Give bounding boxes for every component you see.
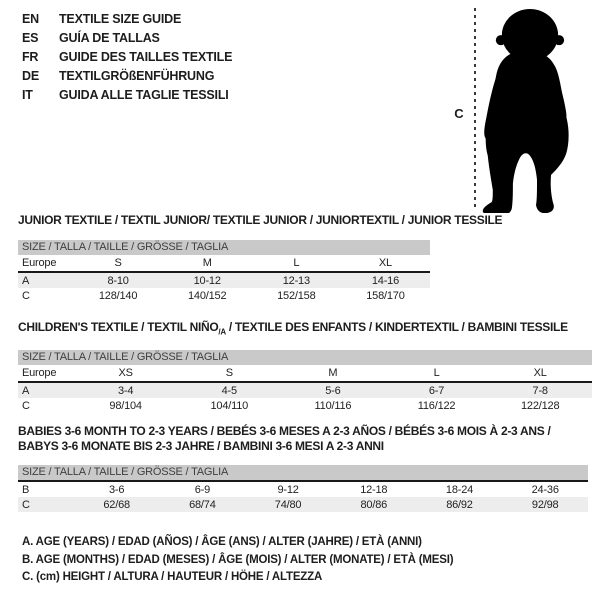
table-title-text: / TEXTILE DES ENFANTS / KINDERTEXTIL / B…	[225, 320, 568, 334]
table-title-text: CHILDREN'S TEXTILE / TEXTIL NIÑO	[18, 320, 219, 334]
table-cell: 68/74	[189, 498, 216, 511]
language-code: FR	[22, 50, 39, 64]
column-header: L	[433, 367, 440, 380]
table-cell: 86/92	[446, 498, 473, 511]
column-header: M	[328, 367, 338, 380]
legend-footnotes: A. AGE (YEARS) / EDAD (AÑOS) / ÂGE (ANS)…	[22, 534, 454, 587]
table-cell: 74/80	[274, 498, 302, 511]
column-header: XS	[118, 367, 133, 380]
table-cell: 62/68	[103, 498, 130, 511]
table-cell: 12-18	[360, 483, 388, 496]
list-item: EN TEXTILE SIZE GUIDE	[22, 10, 232, 29]
column-header: S	[114, 257, 122, 269]
column-header: L	[293, 257, 300, 269]
language-title: GUIDA ALLE TAGLIE TESSILI	[59, 88, 229, 102]
language-list: EN TEXTILE SIZE GUIDE ES GUÍA DE TALLAS …	[22, 10, 232, 105]
table-row: C 62/68 68/74 74/80 80/86 86/92 92/98	[18, 497, 588, 512]
size-header-bar: SIZE / TALLA / TAILLE / GRÖSSE / TAGLIA	[18, 350, 592, 366]
row-label: A	[22, 274, 30, 287]
table-cell: 140/152	[188, 289, 227, 302]
junior-textile-table: JUNIOR TEXTILE / TEXTIL JUNIOR/ TEXTILE …	[18, 213, 503, 303]
table-cell: 122/128	[521, 399, 560, 412]
table-cell: 8-10	[107, 274, 129, 287]
table-cell: 152/158	[277, 289, 316, 302]
table-cell: 116/122	[417, 399, 456, 412]
measure-label-c: C	[454, 106, 464, 121]
column-header: Europe	[22, 367, 57, 380]
table-cell: 6-9	[194, 483, 211, 496]
table-cell: 24-36	[531, 483, 559, 496]
size-header-bar: SIZE / TALLA / TAILLE / GRÖSSE / TAGLIA	[18, 240, 430, 255]
table-cell: 98/104	[109, 399, 142, 412]
table-cell: 158/170	[366, 289, 405, 302]
table-cell: 9-12	[277, 483, 299, 496]
table-cell: 6-7	[428, 384, 445, 397]
list-item: IT GUIDA ALLE TAGLIE TESSILI	[22, 86, 232, 105]
baby-silhouette-icon	[482, 9, 569, 213]
table-title: BABIES 3-6 MONTH TO 2-3 YEARS / BEBÉS 3-…	[18, 424, 551, 438]
table-cell: 3-4	[117, 384, 134, 397]
language-title: TEXTILE SIZE GUIDE	[59, 12, 182, 26]
row-label: A	[22, 384, 30, 397]
table-cell: 104/110	[210, 399, 249, 412]
language-code: ES	[22, 31, 39, 45]
language-title: GUÍA DE TALLAS	[59, 31, 160, 45]
list-item: ES GUÍA DE TALLAS	[22, 29, 232, 48]
row-label: B	[22, 483, 30, 496]
row-label: C	[22, 399, 30, 412]
table-row: C 98/104 104/110 110/116 116/122 122/128	[18, 398, 592, 413]
table-cell: 128/140	[98, 289, 138, 302]
column-header: XL	[533, 367, 547, 380]
table-cell: 14-16	[371, 274, 399, 287]
table-cell: 12-13	[282, 274, 310, 287]
list-item: FR GUIDE DES TAILLES TEXTILE	[22, 48, 232, 67]
babies-textile-table: BABIES 3-6 MONTH TO 2-3 YEARS / BEBÉS 3-…	[18, 424, 588, 512]
table-title: JUNIOR TEXTILE / TEXTIL JUNIOR/ TEXTILE …	[18, 213, 503, 227]
row-label: C	[22, 289, 30, 302]
table-row: A 3-4 4-5 5-6 6-7 7-8	[18, 383, 592, 399]
table-title: CHILDREN'S TEXTILE / TEXTIL NIÑO/A / TEX…	[18, 320, 592, 336]
table-cell: 110/116	[314, 399, 352, 412]
footnote-a: A. AGE (YEARS) / EDAD (AÑOS) / ÂGE (ANS)…	[22, 536, 422, 548]
table-cell: 10-12	[193, 274, 221, 287]
column-header-row: Europe S M L XL	[18, 255, 430, 273]
table-row: A 8-10 10-12 12-13 14-16	[18, 273, 430, 288]
footnote-c: C. (cm) HEIGHT / ALTURA / HAUTEUR / HÖHE…	[22, 571, 323, 583]
table-row: B 3-6 6-9 9-12 12-18 18-24 24-36	[18, 482, 588, 497]
table-row: C 128/140 140/152 152/158 158/170	[18, 288, 430, 303]
language-code: EN	[22, 12, 39, 26]
language-title: TEXTILGRÖßENFÜHRUNG	[59, 69, 215, 83]
table-cell: 18-24	[445, 483, 474, 496]
table-cell: 5-6	[325, 384, 341, 397]
column-header: M	[202, 257, 212, 269]
language-code: IT	[22, 88, 33, 102]
table-cell: 4-5	[221, 384, 238, 397]
table-cell: 7-8	[532, 384, 549, 397]
column-header: S	[225, 367, 233, 380]
language-title: GUIDE DES TAILLES TEXTILE	[59, 50, 233, 64]
table-title-line2: BABYS 3-6 MONATE BIS 2-3 JAHRE / BAMBINI…	[18, 439, 384, 453]
table-cell: 3-6	[109, 483, 125, 496]
list-item: DE TEXTILGRÖßENFÜHRUNG	[22, 67, 232, 86]
row-label: C	[22, 498, 30, 511]
language-code: DE	[22, 69, 39, 83]
column-header: Europe	[22, 257, 57, 269]
table-cell: 80/86	[360, 498, 388, 511]
size-header-bar: SIZE / TALLA / TAILLE / GRÖSSE / TAGLIA	[18, 465, 588, 482]
column-header: XL	[378, 257, 392, 269]
footnote-b: B. AGE (MONTHS) / EDAD (MESES) / ÂGE (MO…	[22, 553, 454, 566]
table-cell: 92/98	[531, 498, 559, 511]
table-title-subscript: /A	[218, 327, 226, 337]
column-header-row: Europe XS S M L XL	[18, 365, 592, 384]
childrens-textile-table: CHILDREN'S TEXTILE / TEXTIL NIÑO/A / TEX…	[18, 320, 592, 413]
height-measure-dotted-line	[474, 8, 476, 210]
